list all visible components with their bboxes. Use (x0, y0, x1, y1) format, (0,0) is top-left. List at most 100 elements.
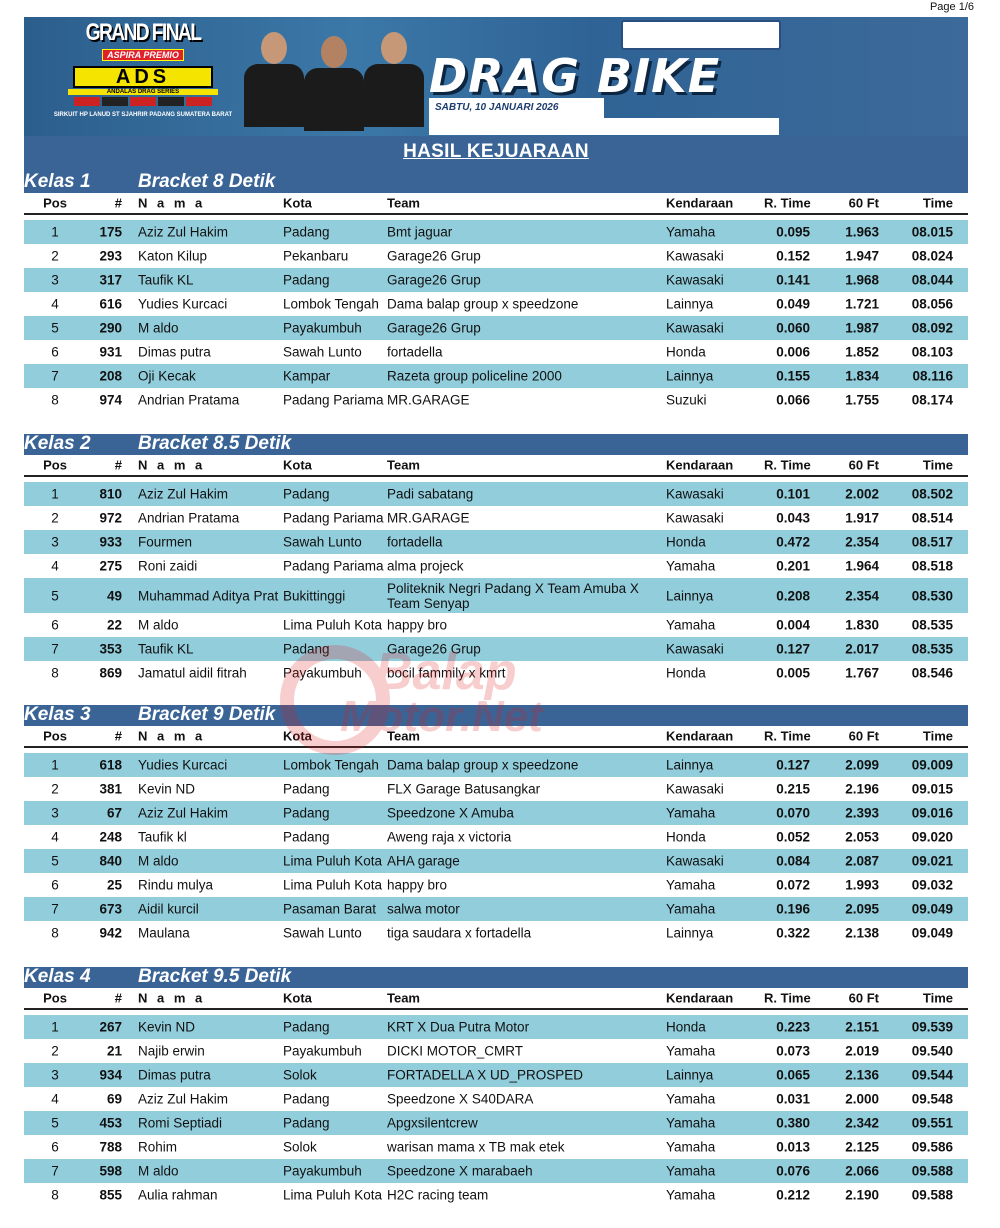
cell-kota: Padang (283, 1019, 330, 1035)
table-row: 6 931 Dimas putra Sawah Lunto fortadella Hond… (24, 340, 968, 364)
cell-pos: 2 (51, 248, 59, 264)
cell-ft60: 2.125 (845, 1139, 879, 1155)
cell-kota: Sawah Lunto (283, 344, 362, 360)
table-row: 3 933 Fourmen Sawah Lunto fortadella Honda 0.4… (24, 530, 968, 554)
cell-time: 09.021 (911, 853, 953, 869)
cell-name: Aziz Zul Hakim (138, 486, 229, 502)
cell-team: FORTADELLA X UD_PROSPED (387, 1067, 584, 1083)
cell-pos: 4 (51, 1091, 59, 1107)
cell-num: 972 (99, 510, 122, 526)
cell-ft60: 1.721 (845, 296, 879, 312)
cell-kend: Yamaha (666, 224, 716, 240)
cell-kota: Pasaman Barat (283, 901, 377, 917)
cell-time: 09.016 (911, 805, 953, 821)
cell-time: 09.049 (911, 901, 953, 917)
cell-kota: Lombok Tengah (283, 757, 379, 773)
cell-ft60: 1.993 (845, 877, 879, 893)
cell-kend: Lainnya (666, 1067, 714, 1083)
cell-name: Kevin ND (138, 781, 196, 797)
cell-team: Speedzone X marabaeh (387, 1163, 533, 1179)
table-row: 3 317 Taufik KL Padang Garage26 Grup Kawasaki… (24, 268, 968, 292)
cell-ft60: 2.019 (845, 1043, 879, 1059)
column-header-ft60: 60 Ft (848, 728, 879, 744)
cell-ft60: 1.767 (845, 665, 879, 681)
cell-team: H2C racing team (387, 1187, 489, 1203)
cell-pos: 5 (51, 1115, 59, 1131)
cell-rt: 0.066 (776, 392, 810, 408)
organizer-logos (621, 20, 781, 50)
cell-time: 09.588 (911, 1187, 953, 1203)
cell-num: 933 (99, 534, 122, 550)
table-row: 4 69 Aziz Zul Hakim Padang Speedzone X S40DA… (24, 1087, 968, 1111)
cell-kota: Padang (283, 805, 330, 821)
cell-kend: Honda (666, 1019, 706, 1035)
cell-kota: Lima Puluh Kota (283, 1187, 383, 1203)
cell-kend: Lainnya (666, 296, 714, 312)
cell-name: Dimas putra (138, 1067, 211, 1083)
column-header-kota: Kota (283, 990, 312, 1006)
column-header-time: Time (922, 195, 953, 211)
cell-num: 267 (99, 1019, 122, 1035)
cell-ft60: 1.963 (845, 224, 879, 240)
cell-team: Dama balap group x speedzone (387, 296, 579, 312)
cell-time: 08.044 (911, 272, 953, 288)
column-header-ft60: 60 Ft (848, 990, 879, 1006)
cell-kota: Sawah Lunto (283, 534, 362, 550)
cell-name: Yudies Kurcaci (138, 296, 228, 312)
officials-photo (236, 25, 426, 135)
cell-time: 09.551 (911, 1115, 953, 1131)
cell-ft60: 2.354 (845, 588, 879, 603)
cell-time: 09.015 (911, 781, 953, 797)
cell-pos: 7 (51, 901, 59, 917)
cell-team: alma projeck (387, 558, 464, 574)
cell-pos: 5 (51, 588, 59, 603)
cell-rt: 0.076 (776, 1163, 810, 1179)
class-heading: Kelas 2 Bracket 8.5 Detik (24, 434, 968, 455)
cell-kend: Kawasaki (666, 853, 724, 869)
cell-pos: 7 (51, 1163, 59, 1179)
cell-name: M aldo (138, 853, 179, 869)
cell-rt: 0.215 (776, 781, 810, 797)
cell-rt: 0.201 (776, 558, 810, 574)
column-header-num: # (114, 990, 122, 1006)
cell-num: 248 (99, 829, 122, 845)
cell-pos: 1 (51, 486, 59, 502)
cell-kota: Padang (283, 272, 330, 288)
cell-name: Taufik KL (138, 272, 194, 288)
cell-name: Yudies Kurcaci (138, 757, 228, 773)
cell-name: Aulia rahman (138, 1187, 218, 1203)
cell-ft60: 2.002 (845, 486, 879, 502)
cell-pos: 8 (51, 665, 59, 681)
cell-rt: 0.101 (776, 486, 810, 502)
cell-name: Romi Septiadi (138, 1115, 223, 1131)
cell-kota: Bukittinggi (283, 588, 346, 603)
cell-kota: Sawah Lunto (283, 925, 362, 941)
cell-ft60: 2.136 (845, 1067, 879, 1083)
cell-rt: 0.322 (776, 925, 810, 941)
cell-kend: Yamaha (666, 1139, 716, 1155)
cell-num: 840 (99, 853, 122, 869)
cell-ft60: 2.095 (845, 901, 879, 917)
class-label: Kelas 3 (24, 704, 91, 725)
cell-kend: Kawasaki (666, 320, 724, 336)
cell-ft60: 2.354 (845, 534, 879, 550)
cell-kota: Kampar (283, 368, 331, 384)
cell-kota: Padang (283, 1091, 330, 1107)
cell-name: Jamatul aidil fitrah (138, 665, 247, 681)
cell-kota: Padang (283, 641, 330, 657)
cell-kota: Payakumbuh (283, 1163, 362, 1179)
cell-rt: 0.073 (776, 1043, 810, 1059)
column-header-num: # (114, 195, 122, 211)
cell-ft60: 1.917 (845, 510, 879, 526)
cell-name: Taufik KL (138, 641, 194, 657)
cell-kend: Yamaha (666, 877, 716, 893)
cell-ft60: 2.190 (845, 1187, 879, 1203)
cell-ft60: 2.196 (845, 781, 879, 797)
cell-time: 09.544 (911, 1067, 953, 1083)
table-row: 1 618 Yudies Kurcaci Lombok Tengah Dama bala… (24, 753, 968, 777)
cell-time: 09.049 (911, 925, 953, 941)
cell-kend: Kawasaki (666, 486, 724, 502)
cell-kota: Padang Pariama (283, 392, 384, 408)
cell-time: 08.517 (911, 534, 953, 550)
results-section: Kelas 2 Bracket 8.5 Detik Pos # N a m a Kota T… (24, 434, 968, 685)
